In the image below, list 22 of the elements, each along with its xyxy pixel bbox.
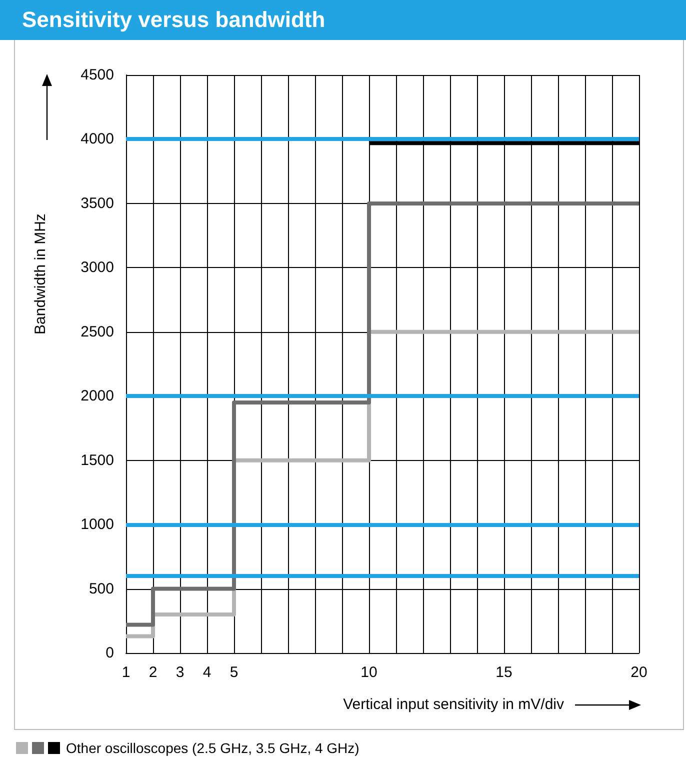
x-tick-label: 1	[122, 664, 130, 681]
x-tick-label: 20	[630, 664, 648, 681]
x-tick-label: 5	[230, 664, 238, 681]
x-tick-label: 10	[360, 664, 378, 681]
y-tick-label: 1000	[80, 516, 114, 534]
y-tick-label: 4500	[80, 66, 114, 84]
y-tick-label: 4000	[80, 130, 114, 148]
legend-title: Other oscilloscopes (2.5 GHz, 3.5 GHz, 4 GHz)	[66, 740, 360, 756]
x-axis-title: Vertical input sensitivity in mV/div	[343, 696, 564, 713]
y-tick-label: 3500	[80, 194, 114, 212]
y-tick-label: 2500	[80, 323, 114, 340]
x-tick-label: 3	[176, 664, 184, 681]
x-tick-label: 2	[148, 664, 158, 681]
y-tick-label: 2000	[80, 388, 114, 405]
y-tick-label: 1500	[80, 452, 114, 469]
chart-title: Sensitivity versus bandwidth	[0, 0, 686, 40]
x-tick-label: 4	[202, 664, 212, 681]
y-tick-label: 0	[106, 644, 114, 662]
x-tick-label: 15	[496, 664, 512, 681]
y-axis-title: Bandwidth in MHz	[32, 214, 49, 334]
y-tick-label: 500	[88, 580, 114, 598]
y-tick-label: 3000	[80, 259, 114, 276]
